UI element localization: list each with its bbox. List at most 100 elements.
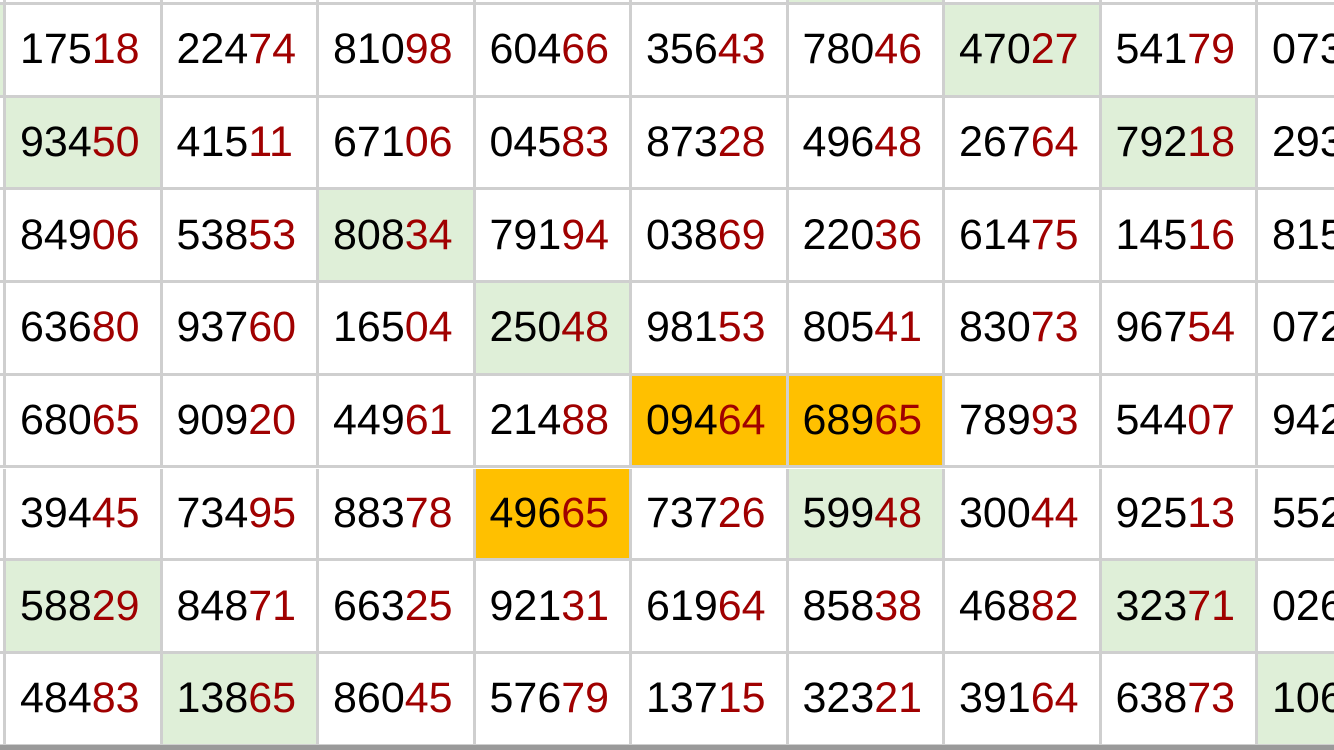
- grid-cell[interactable]: 300 44: [945, 468, 1102, 562]
- cell-head-digits: 038: [646, 210, 718, 259]
- grid-cell[interactable]: 858 38: [788, 561, 945, 654]
- grid-cell-partial[interactable]: [319, 0, 476, 5]
- grid-cell[interactable]: 680 65: [6, 375, 163, 469]
- grid-cell-partial[interactable]: [0, 0, 6, 5]
- grid-cell[interactable]: 415 11: [162, 97, 319, 191]
- grid-cell[interactable]: 780 46: [788, 5, 945, 98]
- grid-cell-partial[interactable]: [0, 190, 6, 284]
- grid-cell-partial[interactable]: [0, 468, 6, 562]
- grid-cell[interactable]: 599 48: [788, 468, 945, 562]
- grid-cell[interactable]: 860 45: [319, 653, 476, 747]
- grid-cell[interactable]: 145 16: [1101, 190, 1258, 284]
- grid-cell[interactable]: 267 64: [945, 97, 1102, 191]
- grid-cell-partial[interactable]: [0, 561, 6, 654]
- cell-tail-digits: 41: [874, 303, 923, 352]
- grid-cell-partial[interactable]: [162, 0, 319, 5]
- cell-head-digits: 937: [176, 303, 249, 352]
- grid-cell[interactable]: 808 34: [319, 190, 476, 284]
- grid-cell[interactable]: 250 48: [475, 283, 632, 376]
- grid-cell-partial[interactable]: [0, 5, 6, 98]
- grid-cell-partial[interactable]: [475, 0, 632, 5]
- grid-cell[interactable]: 323 21: [788, 653, 945, 747]
- cell-head-digits: 415: [176, 118, 249, 167]
- grid-cell[interactable]: 791 94: [475, 190, 632, 284]
- grid-cell[interactable]: 981 53: [632, 283, 789, 376]
- grid-cell[interactable]: 689 65: [788, 375, 945, 469]
- grid-cell[interactable]: 220 36: [788, 190, 945, 284]
- grid-cell[interactable]: 576 79: [475, 653, 632, 747]
- grid-cell[interactable]: 045 83: [475, 97, 632, 191]
- grid-cell[interactable]: 921 31: [475, 561, 632, 654]
- grid-cell[interactable]: 810 98: [319, 5, 476, 98]
- grid-cell[interactable]: 789 93: [945, 375, 1102, 469]
- grid-cell[interactable]: 468 82: [945, 561, 1102, 654]
- grid-cell[interactable]: 638 73: [1101, 653, 1258, 747]
- grid-cell[interactable]: 636 80: [6, 283, 163, 376]
- grid-cell[interactable]: 552: [1258, 469, 1334, 562]
- grid-cell[interactable]: 026: [1258, 561, 1334, 654]
- grid-cell[interactable]: 883 78: [319, 468, 476, 562]
- grid-cell-partial[interactable]: [1258, 0, 1334, 5]
- grid-cell-partial[interactable]: [0, 375, 6, 469]
- grid-cell[interactable]: 137 15: [632, 653, 789, 747]
- grid-cell[interactable]: 663 25: [319, 561, 476, 654]
- grid-cell-partial[interactable]: [632, 0, 789, 5]
- grid-cell-partial[interactable]: [1101, 0, 1258, 5]
- grid-cell[interactable]: 138 65: [162, 653, 319, 747]
- grid-cell[interactable]: 604 66: [475, 5, 632, 98]
- grid-cell[interactable]: 614 75: [945, 190, 1102, 284]
- grid-cell-partial[interactable]: [0, 97, 6, 191]
- grid-cell[interactable]: 356 43: [632, 5, 789, 98]
- grid-cell[interactable]: 391 64: [945, 653, 1102, 747]
- grid-cell[interactable]: 073: [1258, 5, 1334, 98]
- grid-cell[interactable]: 873 28: [632, 97, 789, 191]
- grid-cell-partial[interactable]: [0, 283, 6, 376]
- grid-cell[interactable]: 165 04: [319, 283, 476, 376]
- cell-tail-digits: 60: [248, 303, 297, 352]
- grid-cell[interactable]: 849 06: [6, 190, 163, 284]
- grid-cell-partial[interactable]: [788, 0, 945, 5]
- grid-cell[interactable]: 967 54: [1101, 283, 1258, 376]
- grid-cell[interactable]: 925 13: [1101, 468, 1258, 562]
- grid-cell[interactable]: 937 60: [162, 283, 319, 376]
- cell-head-digits: 967: [1115, 303, 1188, 352]
- grid-cell[interactable]: 805 41: [788, 283, 945, 376]
- grid-cell[interactable]: 224 74: [162, 5, 319, 98]
- grid-cell[interactable]: 671 06: [319, 97, 476, 191]
- grid-cell[interactable]: 588 29: [6, 561, 163, 654]
- grid-cell-partial[interactable]: [6, 0, 163, 5]
- cell-tail-digits: 46: [874, 25, 923, 74]
- grid-cell[interactable]: 496 65: [475, 468, 632, 562]
- grid-cell[interactable]: 106: [1258, 653, 1334, 747]
- grid-cell[interactable]: 541 79: [1101, 5, 1258, 98]
- grid-cell[interactable]: 544 07: [1101, 375, 1258, 469]
- grid-cell[interactable]: 848 71: [162, 561, 319, 654]
- grid-cell[interactable]: 484 83: [6, 653, 163, 747]
- grid-cell[interactable]: 323 71: [1101, 561, 1258, 654]
- grid-cell[interactable]: 538 53: [162, 190, 319, 284]
- grid-cell-partial[interactable]: [945, 0, 1102, 5]
- grid-cell[interactable]: 072: [1258, 283, 1334, 376]
- grid-cell[interactable]: 214 88: [475, 375, 632, 469]
- grid-cell[interactable]: 815: [1258, 190, 1334, 284]
- grid-cell[interactable]: 094 64: [632, 375, 789, 469]
- grid-cell[interactable]: 792 18: [1101, 97, 1258, 191]
- grid-cell[interactable]: 942: [1258, 376, 1334, 469]
- grid-cell[interactable]: 909 20: [162, 375, 319, 469]
- cell-head-digits: 909: [176, 396, 249, 445]
- grid-cell[interactable]: 734 95: [162, 468, 319, 562]
- grid-cell[interactable]: 470 27: [945, 5, 1102, 98]
- grid-cell[interactable]: 934 50: [6, 97, 163, 191]
- grid-cell[interactable]: 449 61: [319, 375, 476, 469]
- grid-cell[interactable]: 830 73: [945, 283, 1102, 376]
- grid-cell[interactable]: 619 64: [632, 561, 789, 654]
- grid-cell[interactable]: 496 48: [788, 97, 945, 191]
- grid-cell[interactable]: 038 69: [632, 190, 789, 284]
- cell-head-digits: 293: [1272, 118, 1334, 167]
- grid-cell[interactable]: 175 18: [6, 5, 163, 98]
- grid-cell[interactable]: 394 45: [6, 468, 163, 562]
- grid-cell[interactable]: 737 26: [632, 468, 789, 562]
- cell-tail-digits: 79: [1187, 25, 1236, 74]
- cell-head-digits: 468: [959, 581, 1031, 630]
- grid-cell[interactable]: 293: [1258, 98, 1334, 191]
